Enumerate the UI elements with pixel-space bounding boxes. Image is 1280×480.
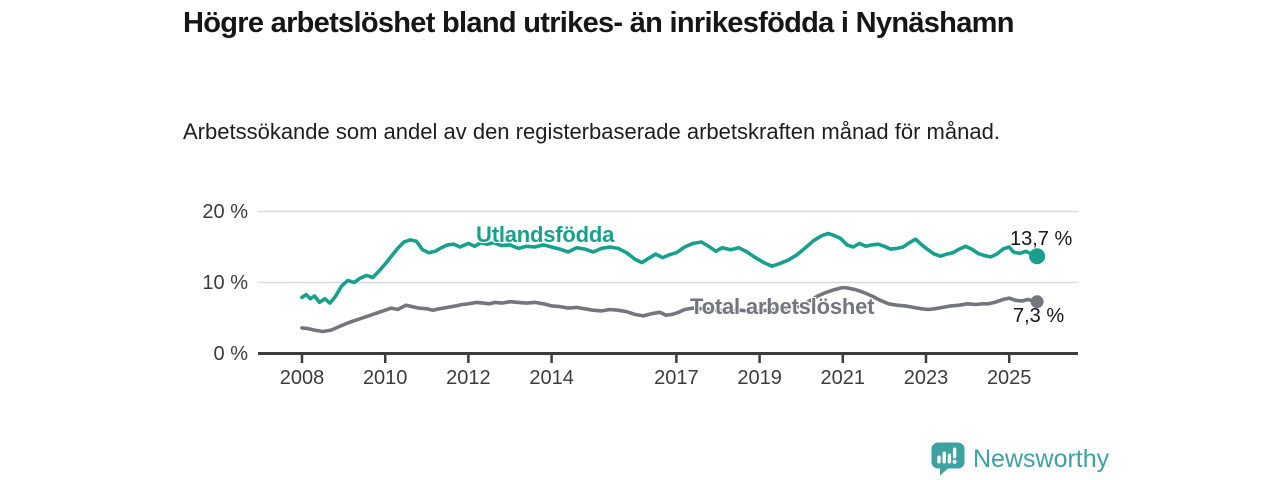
- x-axis-tick-label: 2012: [446, 367, 491, 389]
- x-axis-tick-label: 2017: [654, 367, 699, 389]
- end-value-label-total-arbetsloshet: 7,3 %: [1013, 305, 1065, 327]
- x-axis-tick-label: 2025: [986, 367, 1032, 389]
- end-value-label-utlandsfodda: 13,7 %: [1010, 228, 1073, 250]
- chart-subtitle: Arbetssökande som andel av den registerb…: [183, 119, 1000, 144]
- y-axis-tick-label: 10 %: [202, 271, 248, 294]
- y-axis-tick-label: 0 %: [213, 342, 248, 365]
- x-axis-tick-label: 2010: [362, 367, 408, 389]
- brand-name: Newsworthy: [973, 445, 1110, 473]
- newsworthy-logo-icon: [930, 441, 966, 477]
- x-axis-tick-label: 2023: [903, 367, 949, 389]
- chart-title: Högre arbetslöshet bland utrikes- än inr…: [183, 7, 1014, 39]
- x-axis-tick-label: 2008: [279, 367, 325, 389]
- x-axis-tick-label: 2021: [820, 367, 866, 389]
- series-label-total-arbetsloshet: Total arbetslöshet: [690, 294, 875, 319]
- series-label-utlandsfodda: Utlandsfödda: [476, 222, 615, 247]
- x-axis-tick-label: 2014: [529, 367, 574, 389]
- y-axis-tick-label: 20 %: [202, 200, 248, 223]
- x-axis-tick-label: 2019: [737, 367, 782, 389]
